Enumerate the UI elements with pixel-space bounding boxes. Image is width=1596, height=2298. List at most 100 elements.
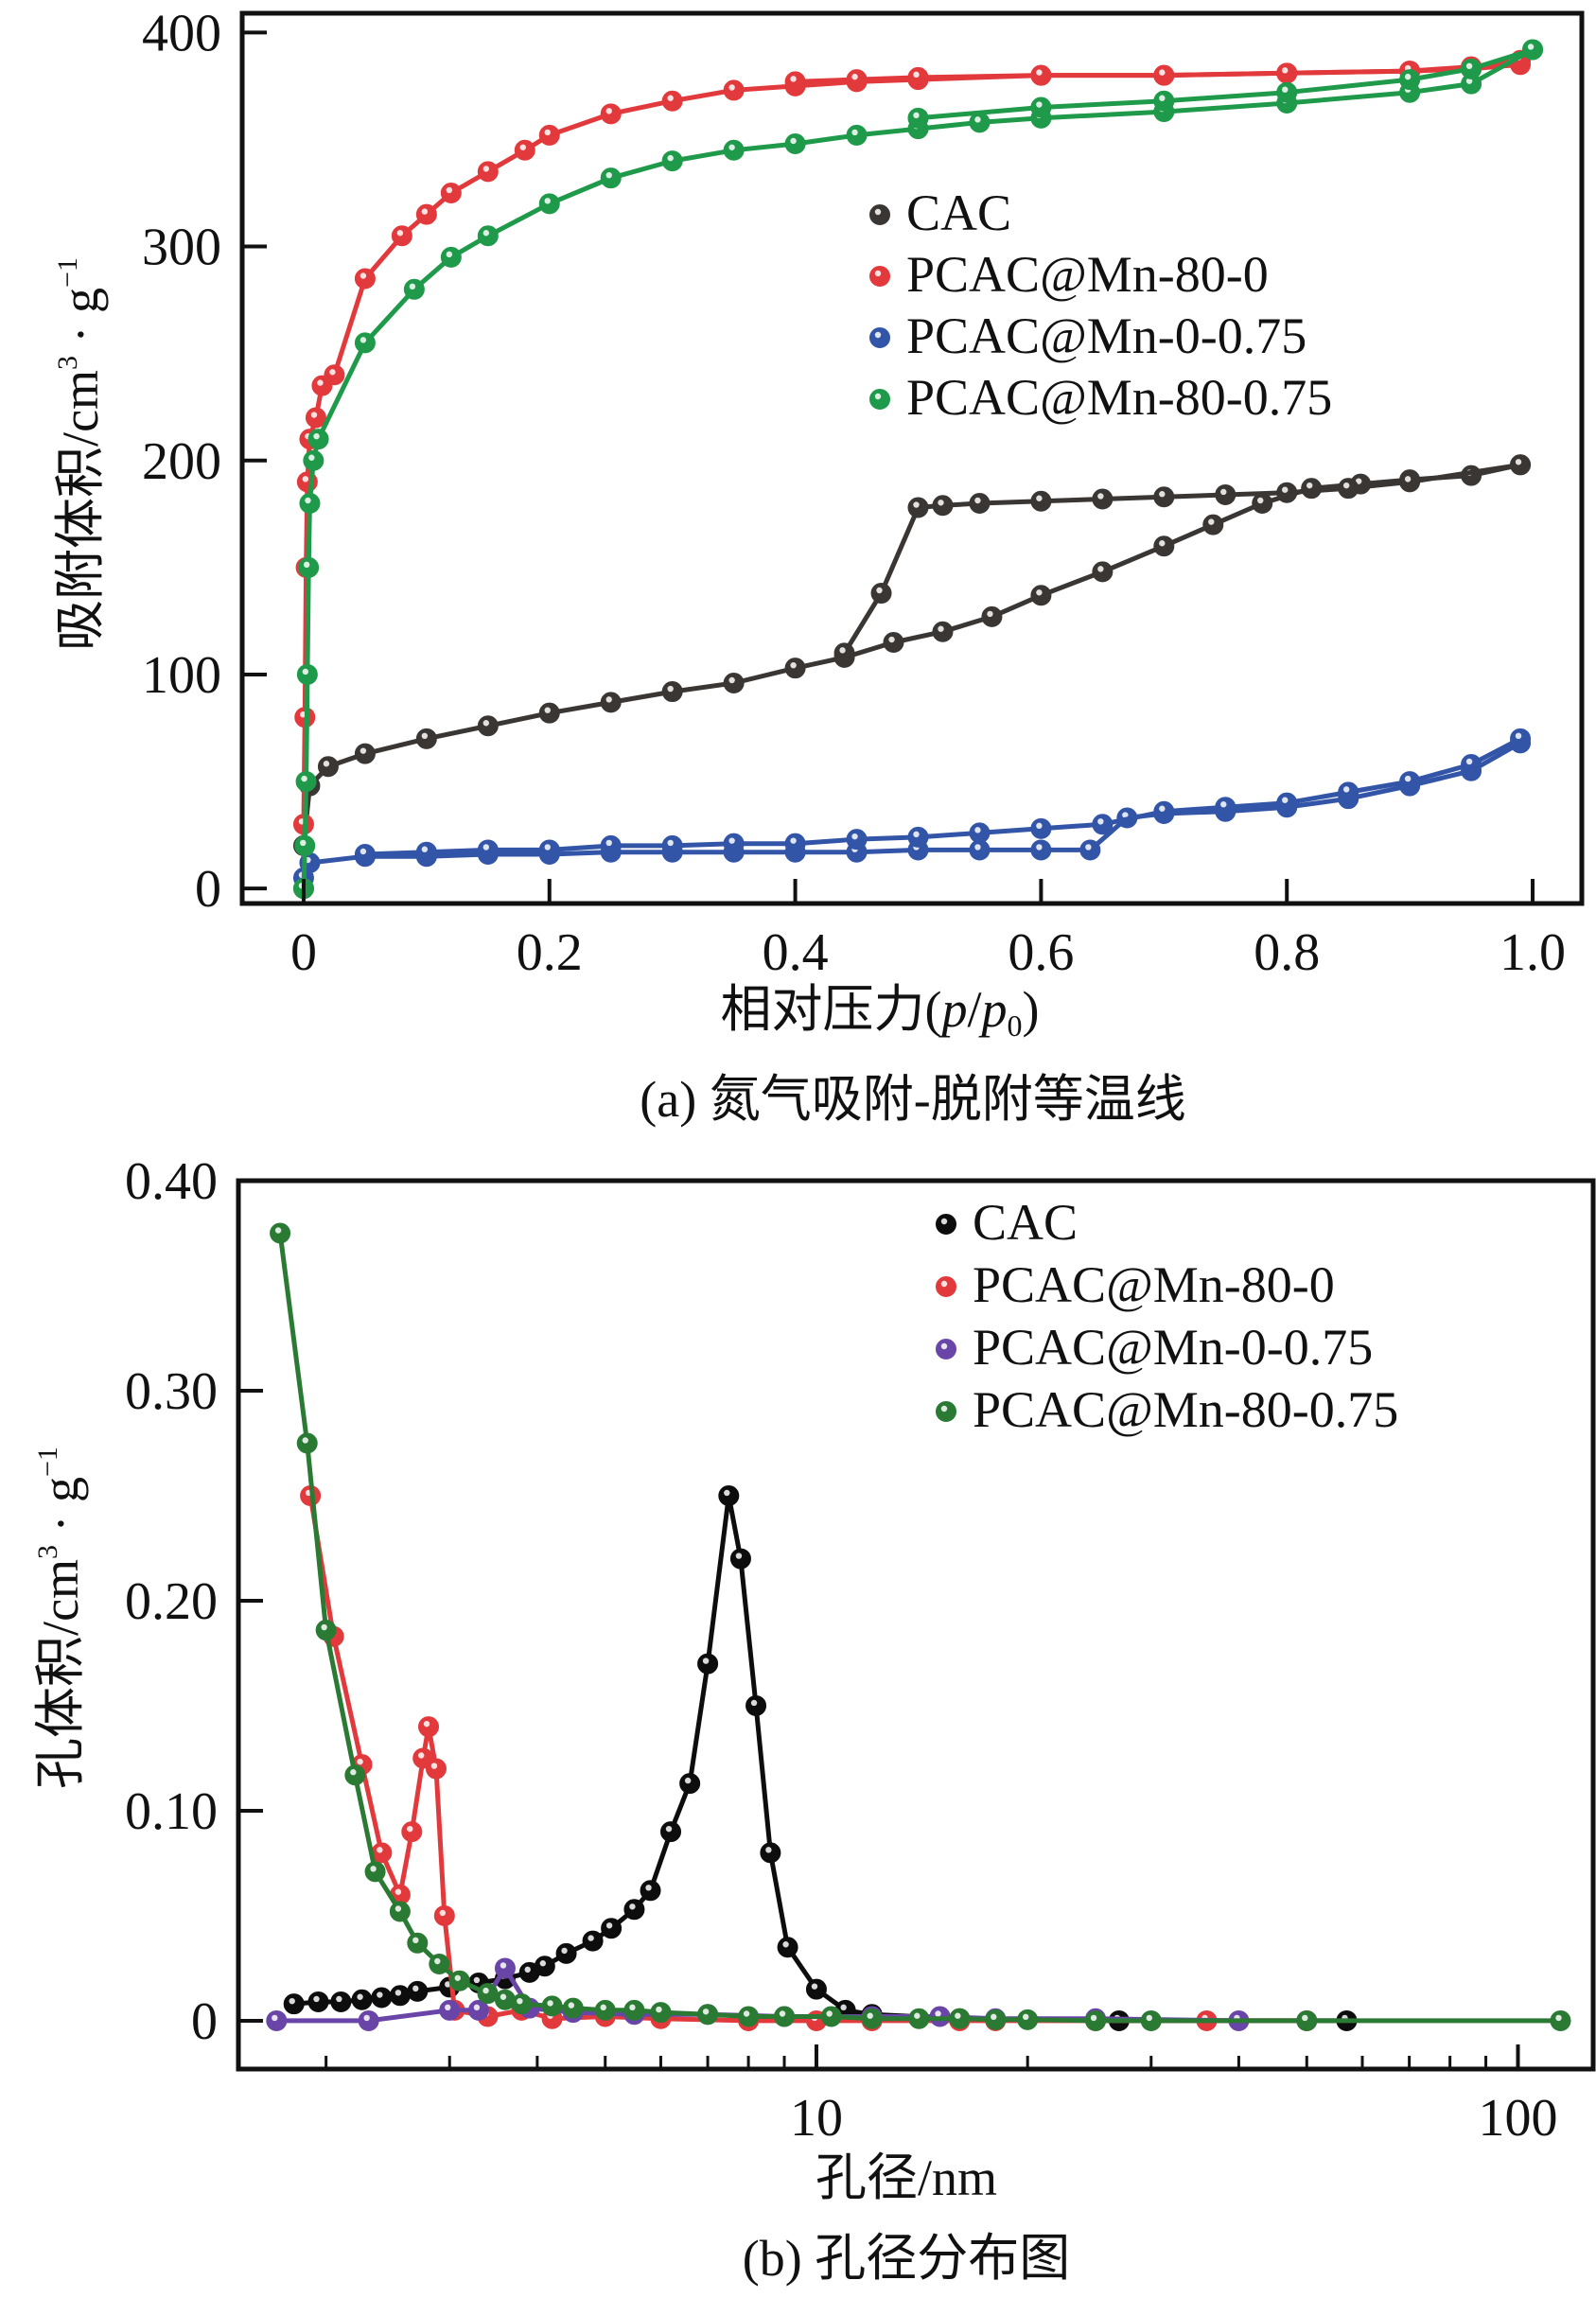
chart-b-pcac-mn-80-0-75-point [315,1620,337,1641]
chart-a-cac-adsorption-point [600,692,622,713]
chart-a-x-tick-label: 0 [290,923,317,982]
chart-a-x-axis-title: 相对压力(p/p0) [721,981,1040,1043]
chart-a-ylabel-sup2: −1 [52,257,83,288]
chart-b-cac-point [582,1930,604,1952]
chart-a-cac-adsorption-point [1202,514,1224,535]
chart-a-legend-item-pcac-mn-80-0-75: PCAC@Mn-80-0.75 [869,369,1332,426]
chart-a-cac-desorption-point [1338,478,1359,500]
chart-b-x-tick-label: 100 [1478,2089,1557,2148]
chart-a-legend-item-pcac-mn-80-0: PCAC@Mn-80-0 [869,246,1269,303]
chart-a-cac-adsorption-point [981,605,1003,627]
chart-a-legend-item-cac: CAC [869,184,1011,241]
chart-b-pcac-mn-80-0-75-point [1017,2009,1039,2030]
chart-b-ticks: 0 0.10 0.20 0.30 0.40 10 100 [125,1152,1557,2148]
chart-b-cac-line [293,1493,1347,2024]
chart-b-pcac-mn-80-0-75-point [623,1999,645,2021]
chart-b-pcac-mn-80-0-75-point [389,1901,411,1922]
chart-b-cac-point [760,1842,781,1864]
chart-a-pcac-mn-80-0-75-desorption-point [1030,96,1052,118]
chart-a-pcac-mn-80-0-75-adsorption-point [538,193,560,215]
chart-a-pcac-mn-80-0-desorption-point [846,69,868,91]
chart-a-pcac-mn-80-0-75-adsorption-point [784,132,806,154]
chart-a-cac-adsorption-point [317,756,339,778]
chart-a-pcac-mn-80-0-adsorption-point [477,161,499,183]
chart-a-cac-adsorption-point [1030,585,1052,606]
chart-a-cac-desorption-point [870,583,892,605]
chart-a-legend-marker [869,327,890,348]
chart-b-pcac-mn-80-0-75-point [985,2009,1007,2030]
chart-a-pcac-mn-0-0-75-desorption-point [1510,728,1532,749]
chart-b-legend-item-pcac-mn-0-0-75: PCAC@Mn-0-0.75 [936,1319,1373,1376]
chart-b-cac-point [283,1993,305,2015]
chart-a-pcac-mn-80-0-75-desorption-point [907,107,929,129]
chart-b-cac-point [805,1978,827,2000]
chart-a-cac-adsorption-point [932,621,954,642]
chart-a-caption: (a) 氮气吸附-脱附等温线 [640,1071,1185,1128]
chart-b-pcac-mn-80-0-75-point [594,1999,616,2021]
chart-b-legend-marker [936,1214,956,1235]
chart-a-y-tick-label: 100 [142,646,221,705]
chart-b-series-layer [266,1222,1571,2031]
chart-b-pcac-mn-80-0-75-point [562,1997,584,2019]
chart-a-xlabel-suffix: ) [1023,981,1040,1038]
chart-a-pcac-mn-80-0-adsorption-point [514,139,535,161]
chart-b-y-axis-title: 孔体积/cm3 · g−1 [32,1447,89,1789]
chart-b-cac-point [729,1548,751,1570]
chart-b-pcac-mn-0-0-75-point [467,1999,489,2021]
chart-a-cac-desorption-point [1276,482,1298,503]
chart-a-pcac-mn-80-0-75-adsorption-point [354,332,376,354]
chart-a-pcac-mn-0-0-75-adsorption-point [1030,839,1052,861]
chart-b-series-pcac-mn-80-0-75 [270,1222,1571,2031]
chart-b-pcac-mn-80-0-point [418,1716,440,1738]
chart-b-legend-label: PCAC@Mn-80-0.75 [973,1381,1398,1438]
chart-a-pcac-mn-80-0-75-adsorption-point [846,124,868,146]
chart-a-pcac-mn-80-0-desorption-point [1030,64,1052,86]
chart-a-pcac-mn-80-0-75-adsorption-point [969,112,991,133]
chart-b-cac-point [351,1989,373,2010]
chart-a-pcac-mn-0-0-75-desorption-point [477,839,499,861]
chart-a-pcac-mn-80-0-75-desorption-point [1153,90,1175,112]
chart-a-pcac-mn-0-0-75-desorption-point [784,833,806,854]
chart-b-pcac-mn-80-0-75-point [296,1432,318,1454]
chart-b-pcac-mn-80-0-75-point [541,1995,563,2017]
chart-a-pcac-mn-0-0-75-desorption-point [1215,797,1236,818]
chart-a-pcac-mn-0-0-75-desorption-point [1399,771,1421,793]
chart-a-pcac-mn-80-0-75-adsorption-point [298,556,320,578]
chart-b-pcac-mn-80-0-75-point [1085,2009,1107,2031]
chart-b-pcac-mn-0-0-75-point [494,1957,516,1979]
chart-b-pcac-mn-80-0-75-point [697,2004,719,2026]
chart-b-cac-point [389,1985,411,2007]
chart-a-cac-adsorption-point [415,728,437,749]
chart-a-cac-desorption-point [1153,486,1175,508]
chart-a-x-tick-label: 0.6 [1008,923,1074,982]
chart-b-ylabel-main: 孔体积/cm [32,1559,89,1789]
chart-b-x-tick-label: 10 [790,2089,843,2148]
chart-a-pcac-mn-0-0-75-desorption-point [1092,814,1114,835]
chart-b-legend-item-cac: CAC [936,1194,1078,1251]
chart-a-pcac-mn-80-0-75-adsorption-point [440,246,462,268]
chart-b-pcac-mn-0-0-75-point [439,1999,461,2021]
chart-b-series-pcac-mn-80-0 [300,1484,1318,2031]
chart-a-pcac-mn-80-0-desorption-point [1276,62,1298,84]
chart-a-pcac-mn-0-0-75-desorption-point [1461,753,1482,775]
chart-a-cac-adsorption-point [354,743,376,764]
chart-a-cac-adsorption-point [784,658,806,679]
chart-b-plot-frame [236,1178,1596,2072]
chart-a-xlabel-sub: 0 [1008,1009,1023,1043]
chart-a-pcac-mn-80-0-75-adsorption-point [303,449,324,471]
chart-b-y-tick-label: 0.30 [125,1362,218,1421]
chart-b-cac-point [745,1694,767,1716]
chart-b-legend-marker [936,1339,956,1360]
chart-a-plot-frame [239,10,1585,906]
chart-a-pcac-mn-0-0-75-desorption-point [1338,781,1359,803]
chart-b-y-tick-label: 0.20 [125,1572,218,1631]
chart-b-pcac-mn-0-0-75-point [358,2009,379,2031]
chart-a-pcac-mn-0-0-75-desorption-point [1030,817,1052,839]
chart-a-cac-desorption-point [907,497,929,518]
chart-a-series-layer [292,39,1544,900]
chart-a-pcac-mn-80-0-75-adsorption-point [294,834,316,856]
chart-b-pcac-mn-80-0-75-point [429,1954,450,1975]
